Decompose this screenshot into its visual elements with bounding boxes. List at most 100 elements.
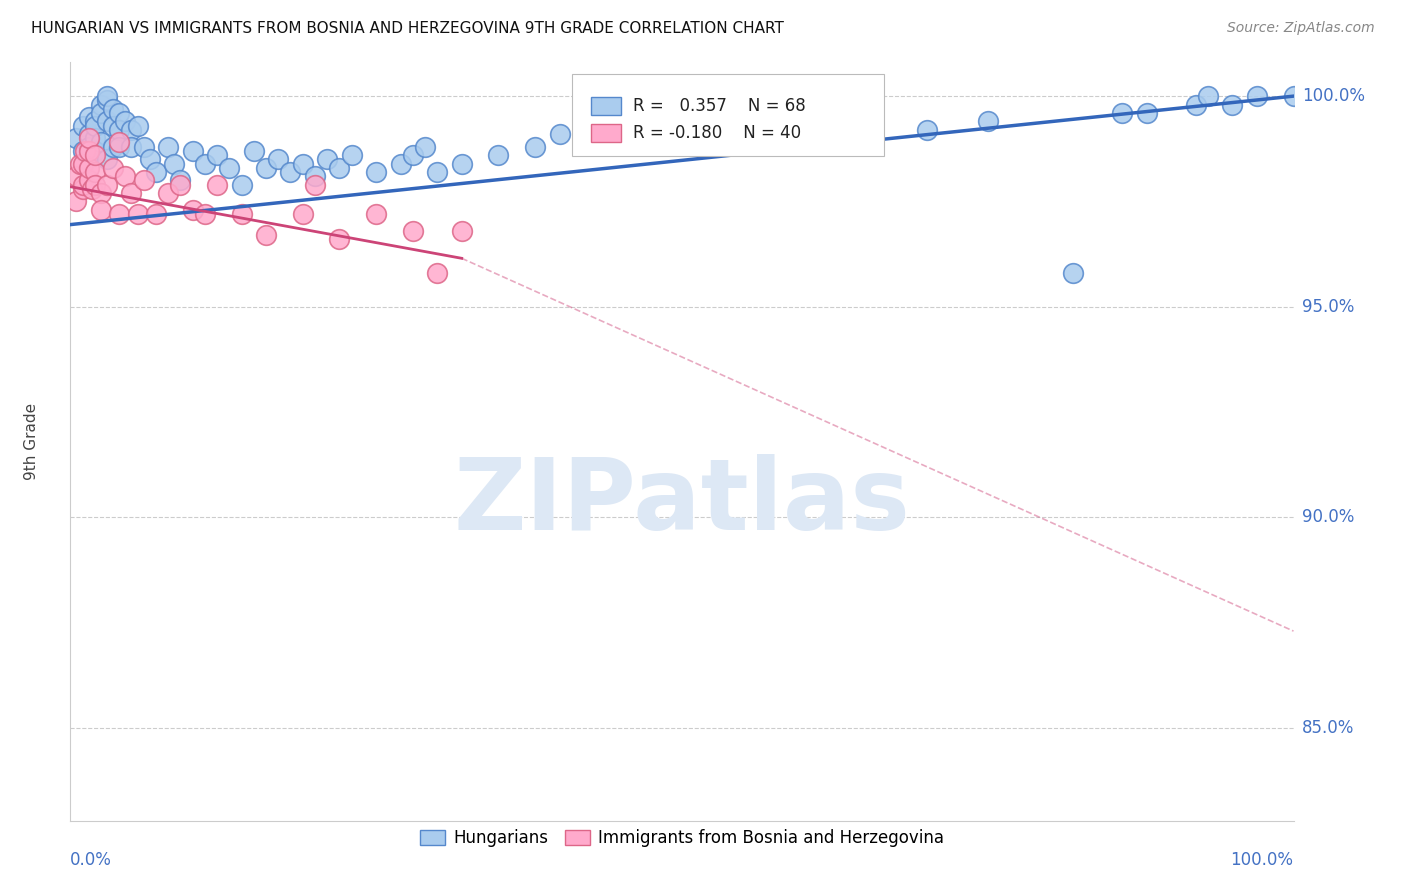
Point (267, 153, 290, 167)
Point (181, 202, 204, 217)
FancyBboxPatch shape (592, 124, 621, 143)
Point (328, 161, 350, 175)
Point (450, 156, 472, 170)
Point (181, 144, 204, 158)
Point (83, 148, 105, 162)
Point (976, 114, 998, 128)
Point (426, 266, 449, 280)
Point (72, 182, 94, 196)
Point (108, 136, 131, 150)
Text: R = -0.180    N = 40: R = -0.180 N = 40 (633, 124, 801, 143)
Point (1282, 89, 1305, 103)
Point (145, 165, 167, 179)
Point (127, 207, 149, 221)
Point (402, 224, 425, 238)
Point (90, 136, 112, 150)
Point (1246, 89, 1268, 103)
Point (1184, 97, 1206, 112)
Point (1062, 266, 1084, 280)
Text: 90.0%: 90.0% (1302, 508, 1354, 526)
Point (83, 131, 105, 145)
Point (132, 173, 155, 187)
Point (157, 139, 180, 153)
Point (72, 144, 94, 158)
Point (169, 173, 191, 187)
Text: Source: ZipAtlas.com: Source: ZipAtlas.com (1227, 21, 1375, 36)
Point (65, 169, 87, 183)
Point (157, 186, 180, 200)
Point (291, 207, 314, 221)
Text: R =   0.357    N = 68: R = 0.357 N = 68 (633, 97, 806, 115)
Point (101, 102, 124, 116)
Point (77, 144, 100, 158)
Point (1111, 106, 1133, 120)
Point (1136, 106, 1159, 120)
Point (114, 114, 136, 128)
Text: 0.0%: 0.0% (70, 851, 112, 869)
Text: 85.0%: 85.0% (1302, 719, 1354, 737)
Point (121, 139, 143, 153)
Point (69, 156, 91, 170)
Point (280, 165, 302, 179)
Point (488, 148, 510, 162)
Point (254, 228, 277, 243)
Point (340, 148, 363, 162)
Point (316, 153, 339, 167)
Point (96, 114, 118, 128)
FancyBboxPatch shape (592, 96, 621, 115)
Point (194, 207, 217, 221)
Point (101, 139, 124, 153)
Point (108, 106, 131, 120)
Point (915, 123, 938, 137)
Point (756, 123, 779, 137)
Point (402, 148, 425, 162)
Point (101, 119, 124, 133)
Point (121, 123, 143, 137)
Point (127, 119, 149, 133)
Point (65, 131, 87, 145)
Point (243, 144, 266, 158)
Point (205, 178, 228, 192)
Point (231, 207, 253, 221)
Point (733, 119, 755, 133)
Point (450, 224, 472, 238)
Point (77, 139, 100, 153)
Point (413, 139, 436, 153)
Point (96, 153, 118, 167)
Point (1220, 97, 1243, 112)
Point (139, 153, 162, 167)
Point (108, 123, 131, 137)
Point (145, 207, 167, 221)
Point (108, 139, 131, 153)
Point (524, 139, 547, 153)
Point (304, 178, 326, 192)
Point (163, 156, 186, 170)
Point (83, 165, 105, 179)
Point (366, 207, 388, 221)
Text: 95.0%: 95.0% (1302, 298, 1354, 316)
Point (83, 178, 105, 192)
Point (96, 89, 118, 103)
Text: HUNGARIAN VS IMMIGRANTS FROM BOSNIA AND HERZEGOVINA 9TH GRADE CORRELATION CHART: HUNGARIAN VS IMMIGRANTS FROM BOSNIA AND … (31, 21, 783, 37)
Point (291, 156, 314, 170)
Text: ZIPatlas: ZIPatlas (454, 454, 910, 550)
Point (328, 232, 350, 246)
Point (72, 156, 94, 170)
Point (90, 97, 112, 112)
Point (83, 119, 105, 133)
Point (77, 110, 100, 124)
Point (65, 194, 87, 209)
Point (82, 182, 104, 196)
Point (304, 169, 326, 183)
FancyBboxPatch shape (572, 74, 884, 156)
Point (194, 156, 217, 170)
Point (83, 114, 105, 128)
Point (132, 139, 155, 153)
Point (96, 178, 118, 192)
Point (77, 161, 100, 175)
Text: 100.0%: 100.0% (1302, 87, 1365, 105)
Point (77, 127, 100, 141)
Point (254, 161, 277, 175)
Point (548, 127, 571, 141)
Legend: Hungarians, Immigrants from Bosnia and Herzegovina: Hungarians, Immigrants from Bosnia and H… (413, 822, 950, 854)
